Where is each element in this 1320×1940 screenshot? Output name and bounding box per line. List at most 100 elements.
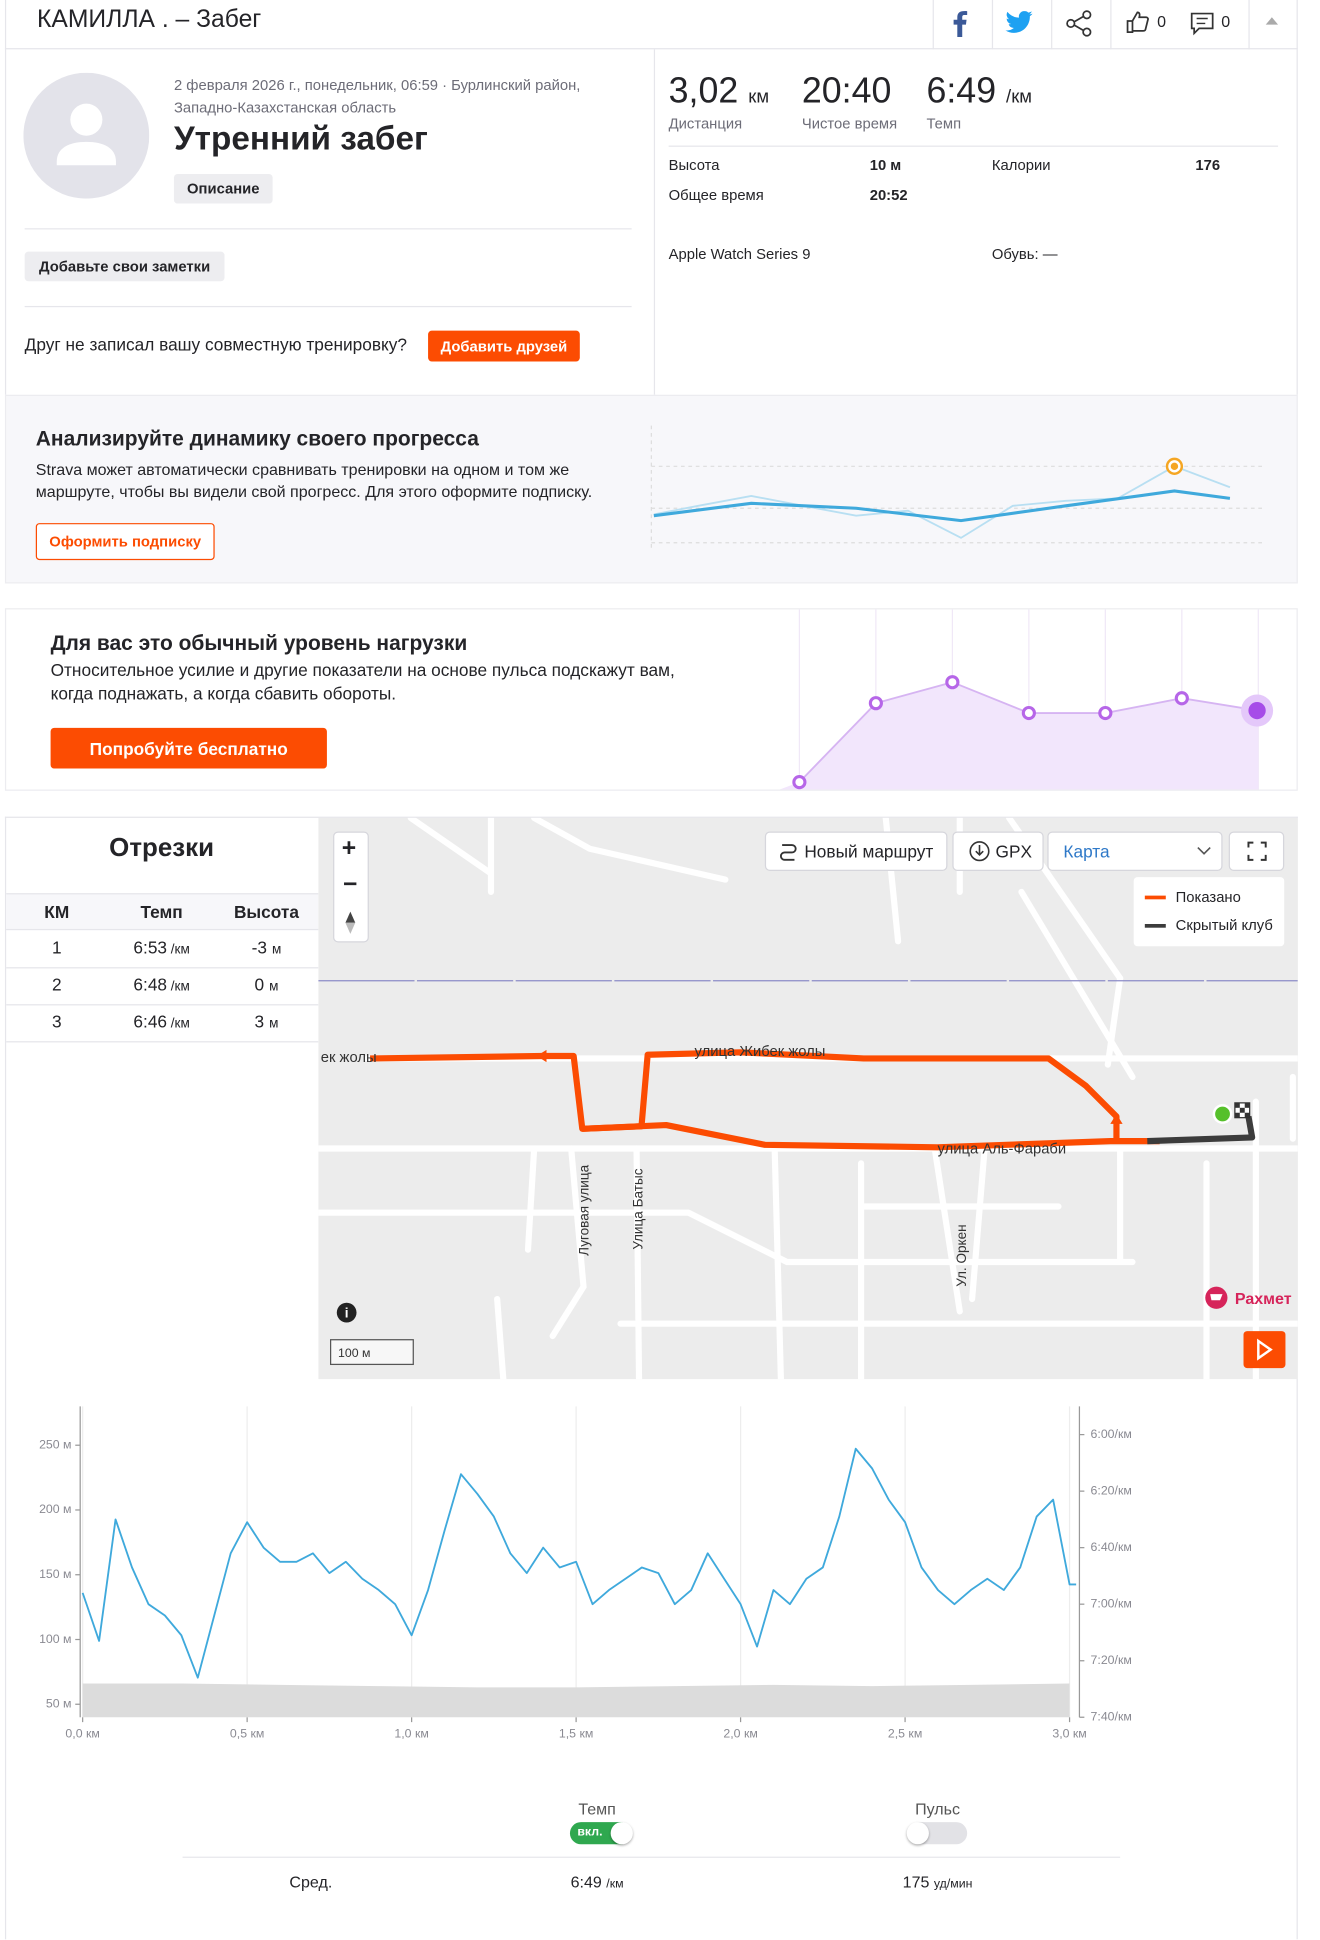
unit: /км [170, 979, 190, 995]
elevation-cell: -3 м [252, 938, 282, 958]
shoes: Обувь: — [991, 245, 1058, 263]
x-tick-label: 2,5 км [888, 1727, 922, 1741]
zoom-out[interactable]: − [342, 870, 358, 899]
activity-title: КАМИЛЛА . – Забег [37, 6, 262, 34]
upsell-text: Strava может автоматически сравнивать тр… [35, 460, 570, 479]
toggle-label: Пульс [915, 1799, 961, 1819]
x-tick-label: 1,5 км [559, 1727, 593, 1741]
x-tick-label: 3,0 км [1052, 1727, 1086, 1741]
kudos-icon[interactable] [1125, 10, 1150, 35]
unit: /км [606, 1877, 624, 1892]
elevation-value: 0 [254, 974, 265, 995]
comment-icon[interactable] [1189, 11, 1216, 36]
unit: м [269, 1016, 279, 1032]
stat-value: 6:49 /км [926, 72, 1032, 113]
street-label: Улица Батыс [631, 1168, 646, 1249]
y-tick-label: 100 м [39, 1632, 71, 1646]
column-header: Высота [233, 901, 299, 922]
stat-value: 176 [1195, 156, 1221, 174]
unit: м [271, 942, 282, 958]
legend-item: Скрытый клуб [1144, 916, 1273, 934]
avg-hr: 175 уд/мин [903, 1873, 973, 1892]
comments-count: 0 [1221, 12, 1231, 31]
collapse-icon[interactable] [1264, 15, 1279, 27]
y-tick-label: 150 м [39, 1567, 71, 1581]
column-header: Темп [140, 901, 183, 922]
upsell-text: Относительное усилие и другие показатели… [50, 659, 675, 680]
toggle-label: Темп [578, 1799, 616, 1819]
legend-label: Скрытый клуб [1175, 916, 1273, 934]
stat-label: Дистанция [668, 114, 743, 132]
street-label: улица Аль-Фараби [938, 1141, 1067, 1157]
notes-button[interactable]: Добавьте свои заметки [24, 251, 225, 282]
gpx-button[interactable]: GPX [952, 831, 1044, 871]
share-icon[interactable] [1066, 10, 1093, 37]
x-tick-label: 0,0 км [65, 1727, 99, 1741]
pace: 6:49 [926, 71, 997, 112]
y2-tick-label: 6:00/км [1091, 1427, 1132, 1441]
pace-value: 6:46 [133, 1011, 168, 1032]
street-label: Луговая улица [576, 1164, 591, 1255]
x-tick-label: 0,5 км [230, 1727, 264, 1741]
street-label: улица Жибек жолы [695, 1044, 826, 1060]
new-route-button[interactable]: Новый маршрут [764, 831, 948, 871]
poi-label[interactable]: Рахмет [1235, 1290, 1292, 1308]
stat-label: Калории [991, 156, 1051, 174]
avatar [23, 72, 150, 199]
y2-tick-label: 7:40/км [1091, 1709, 1132, 1723]
x-tick-label: 1,0 км [394, 1727, 428, 1741]
x-tick-label: 2,0 км [723, 1727, 757, 1741]
progress-illustration [650, 425, 1265, 549]
description-button[interactable]: Описание [173, 173, 273, 204]
activity-card [4, 49, 1298, 395]
info-icon[interactable]: i [345, 1305, 349, 1320]
stat-label: Чистое время [801, 114, 898, 132]
button-label: Новый маршрут [804, 841, 934, 862]
map-scale: 100 м [338, 1346, 370, 1360]
toggle-knob [610, 1822, 633, 1845]
zoom-in[interactable]: + [341, 835, 357, 863]
kudos-count: 0 [1157, 12, 1167, 31]
y2-tick-label: 7:20/км [1091, 1653, 1132, 1667]
y-tick-label: 250 м [39, 1437, 71, 1451]
facebook-icon[interactable] [950, 10, 970, 38]
km-cell: 1 [51, 937, 62, 958]
stat-value: 10 м [869, 156, 902, 174]
avg-label: Сред. [289, 1872, 333, 1892]
add-friends-button[interactable]: Добавить друзей [428, 330, 580, 362]
value: 175 [902, 1872, 930, 1892]
chevron [1197, 846, 1211, 855]
activity-meta: 2 февраля 2026 г., понедельник, 06:59 · … [173, 76, 581, 94]
elevation-value: -3 [251, 937, 268, 958]
button-label: GPX [995, 841, 1033, 862]
pace-cell: 6:53/км [133, 938, 189, 958]
twitter-icon[interactable] [1005, 11, 1033, 33]
unit: уд/мин [933, 1877, 973, 1892]
subscribe-button[interactable]: Оформить подписку [35, 523, 215, 561]
column-header: КМ [44, 901, 70, 922]
download-icon [969, 841, 990, 862]
distance: 3,02 [668, 71, 739, 112]
legend-label: Показано [1175, 888, 1241, 906]
avg-pace: 6:49 /км [571, 1873, 624, 1892]
unit: м [269, 979, 279, 995]
elevation-area [82, 1683, 1070, 1718]
map-type-select[interactable]: Карта [1047, 831, 1223, 871]
stat-value: 3,02 км [669, 72, 769, 113]
toggle-knob [906, 1822, 929, 1845]
legend-item: Показано [1144, 888, 1241, 906]
pace-elevation-chart: 0,0 км 0,5 км 1,0 км 1,5 км 2,0 км 2,5 км 3,0 … [39, 1406, 1132, 1741]
upsell-text: когда поднажать, а когда сбавить обороты… [50, 683, 397, 704]
row-separator [6, 1041, 319, 1043]
fullscreen-button[interactable] [1228, 831, 1285, 871]
unit: км [748, 86, 770, 108]
toggle-state: вкл. [577, 1825, 603, 1840]
try-free-button[interactable]: Попробуйте бесплатно [50, 727, 327, 769]
compass[interactable] [343, 910, 358, 935]
street-label: Ул. Оркен [954, 1224, 969, 1286]
